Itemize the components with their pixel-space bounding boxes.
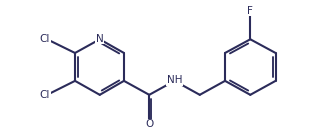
- Text: F: F: [247, 6, 253, 16]
- Text: Cl: Cl: [40, 34, 50, 44]
- Text: Cl: Cl: [40, 90, 50, 100]
- Text: NH: NH: [167, 75, 182, 85]
- Text: N: N: [96, 34, 104, 44]
- Text: O: O: [145, 119, 153, 129]
